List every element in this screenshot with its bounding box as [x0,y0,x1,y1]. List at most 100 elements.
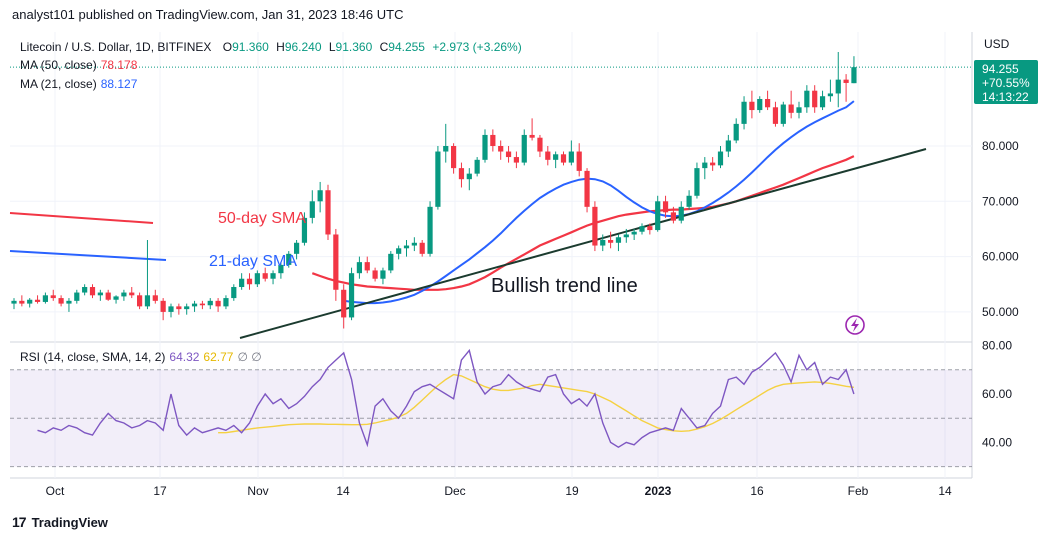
rsi-path [37,348,855,449]
last-change-label: +70.55% [982,76,1030,90]
time-tick-label: Feb [848,484,869,498]
candle-body [27,299,33,304]
candle-body [576,151,582,171]
candle-body [356,262,362,274]
time-tick-label: 19 [565,484,579,498]
time-tick-label: 14 [938,484,952,498]
candle-body [804,90,810,108]
candle-body [812,90,818,108]
candle-body [270,273,276,279]
candle-body [560,154,567,163]
candle-body [66,300,72,304]
candle-body [733,123,739,141]
candle-body [278,264,284,274]
time-tick-label: 16 [750,484,764,498]
candle-body [686,195,692,207]
candle-body [199,303,205,306]
ma21-legend[interactable]: MA (21, close) 88.127 [20,77,137,91]
tradingview-logo-icon: 17 [12,514,27,530]
symbol-name[interactable]: Litecoin / U.S. Dollar, 1D, BITFINEX [20,40,212,54]
annotations: 50-day SMA 21-day SMA Bullish trend line [209,210,638,297]
candle-body [443,146,449,152]
time-tick-label: Nov [247,484,268,498]
candle-body [819,96,826,108]
candle-body [231,287,237,299]
candle-body [725,140,731,152]
symbol-legend: Litecoin / U.S. Dollar, 1D, BITFINEX O 91… [20,40,522,54]
last-price-label: 94.255 [982,62,1019,76]
ma50-annotation: 50-day SMA [218,210,306,227]
lightning-icon[interactable] [845,315,865,335]
candle-body [772,107,779,124]
candle-body [388,253,394,271]
candle-body [309,201,315,218]
time-tick-label: Oct [46,484,65,498]
candle-body [176,306,182,310]
candle-body [466,173,472,180]
candle-body [498,146,504,152]
candle-body [160,300,166,312]
candle-body [780,104,786,124]
ma21-earlier-segment [9,250,167,261]
rsi-legend-value: 64.32 [169,350,200,364]
candle-body [623,234,629,238]
candle-body [592,206,598,246]
candle-body [608,240,614,243]
time-tick-label: 14 [336,484,350,498]
price-tick-label: 60.000 [982,250,1019,264]
footer-brand[interactable]: 17 TradingView [12,514,108,530]
time-tick-label: 2023 [645,484,672,498]
candle-body [341,289,347,318]
candle-body [678,206,684,221]
candle-body [835,79,841,94]
candle-body [113,296,119,300]
ma50-legend[interactable]: MA (50, close) 78.178 [20,58,137,72]
candle-body [639,226,645,232]
countdown-label: 14:13:22 [982,90,1029,104]
candle-body [348,273,355,318]
candle-body [647,226,653,231]
rsi-legend[interactable]: RSI (14, close, SMA, 14, 2) 64.32 62.77 ∅ ∅ [20,350,262,364]
rsi-band [10,369,972,468]
trend-line [239,148,927,339]
candle-body [615,237,622,243]
axes: USD 80.000 70.000 60.000 50.000 80.00 60.00 40.… [46,37,1038,498]
candle-body [184,306,190,310]
candle-body [11,300,17,304]
candlestick-series[interactable] [10,51,972,329]
candle-body [662,201,669,213]
candle-body [529,134,535,138]
candle-body [317,190,323,202]
candle-body [121,292,127,297]
open-label: O [222,40,233,54]
candle-body [137,295,143,307]
candle-body [89,287,96,296]
candle-body [851,67,857,84]
close-label: C [379,40,389,54]
candle-body [765,98,771,108]
candle-body [505,151,512,158]
ma50-path [311,155,855,291]
candle-body [827,93,833,97]
candle-body [490,134,496,146]
candle-body [223,298,229,307]
ma21-legend-label: MA (21, close) [20,77,97,91]
currency-label: USD [984,37,1010,51]
candle-body [513,157,519,163]
ma50-earlier-segment [9,212,154,224]
candle-body [419,242,425,254]
ma21-line [9,100,855,305]
low-value: 91.360 [335,40,373,54]
candle-body [58,298,64,304]
candle-body [34,299,41,302]
time-tick-label: 17 [153,484,167,498]
rsi-tick-label: 80.00 [982,339,1012,353]
rsi-sma-legend-value: 62.77 [203,350,234,364]
ma50-line [9,155,855,291]
candle-body [239,278,245,288]
close-value: 94.255 [388,40,425,54]
candle-body [717,151,724,166]
candle-body [741,101,747,124]
ma50-legend-value: 78.178 [100,58,138,72]
